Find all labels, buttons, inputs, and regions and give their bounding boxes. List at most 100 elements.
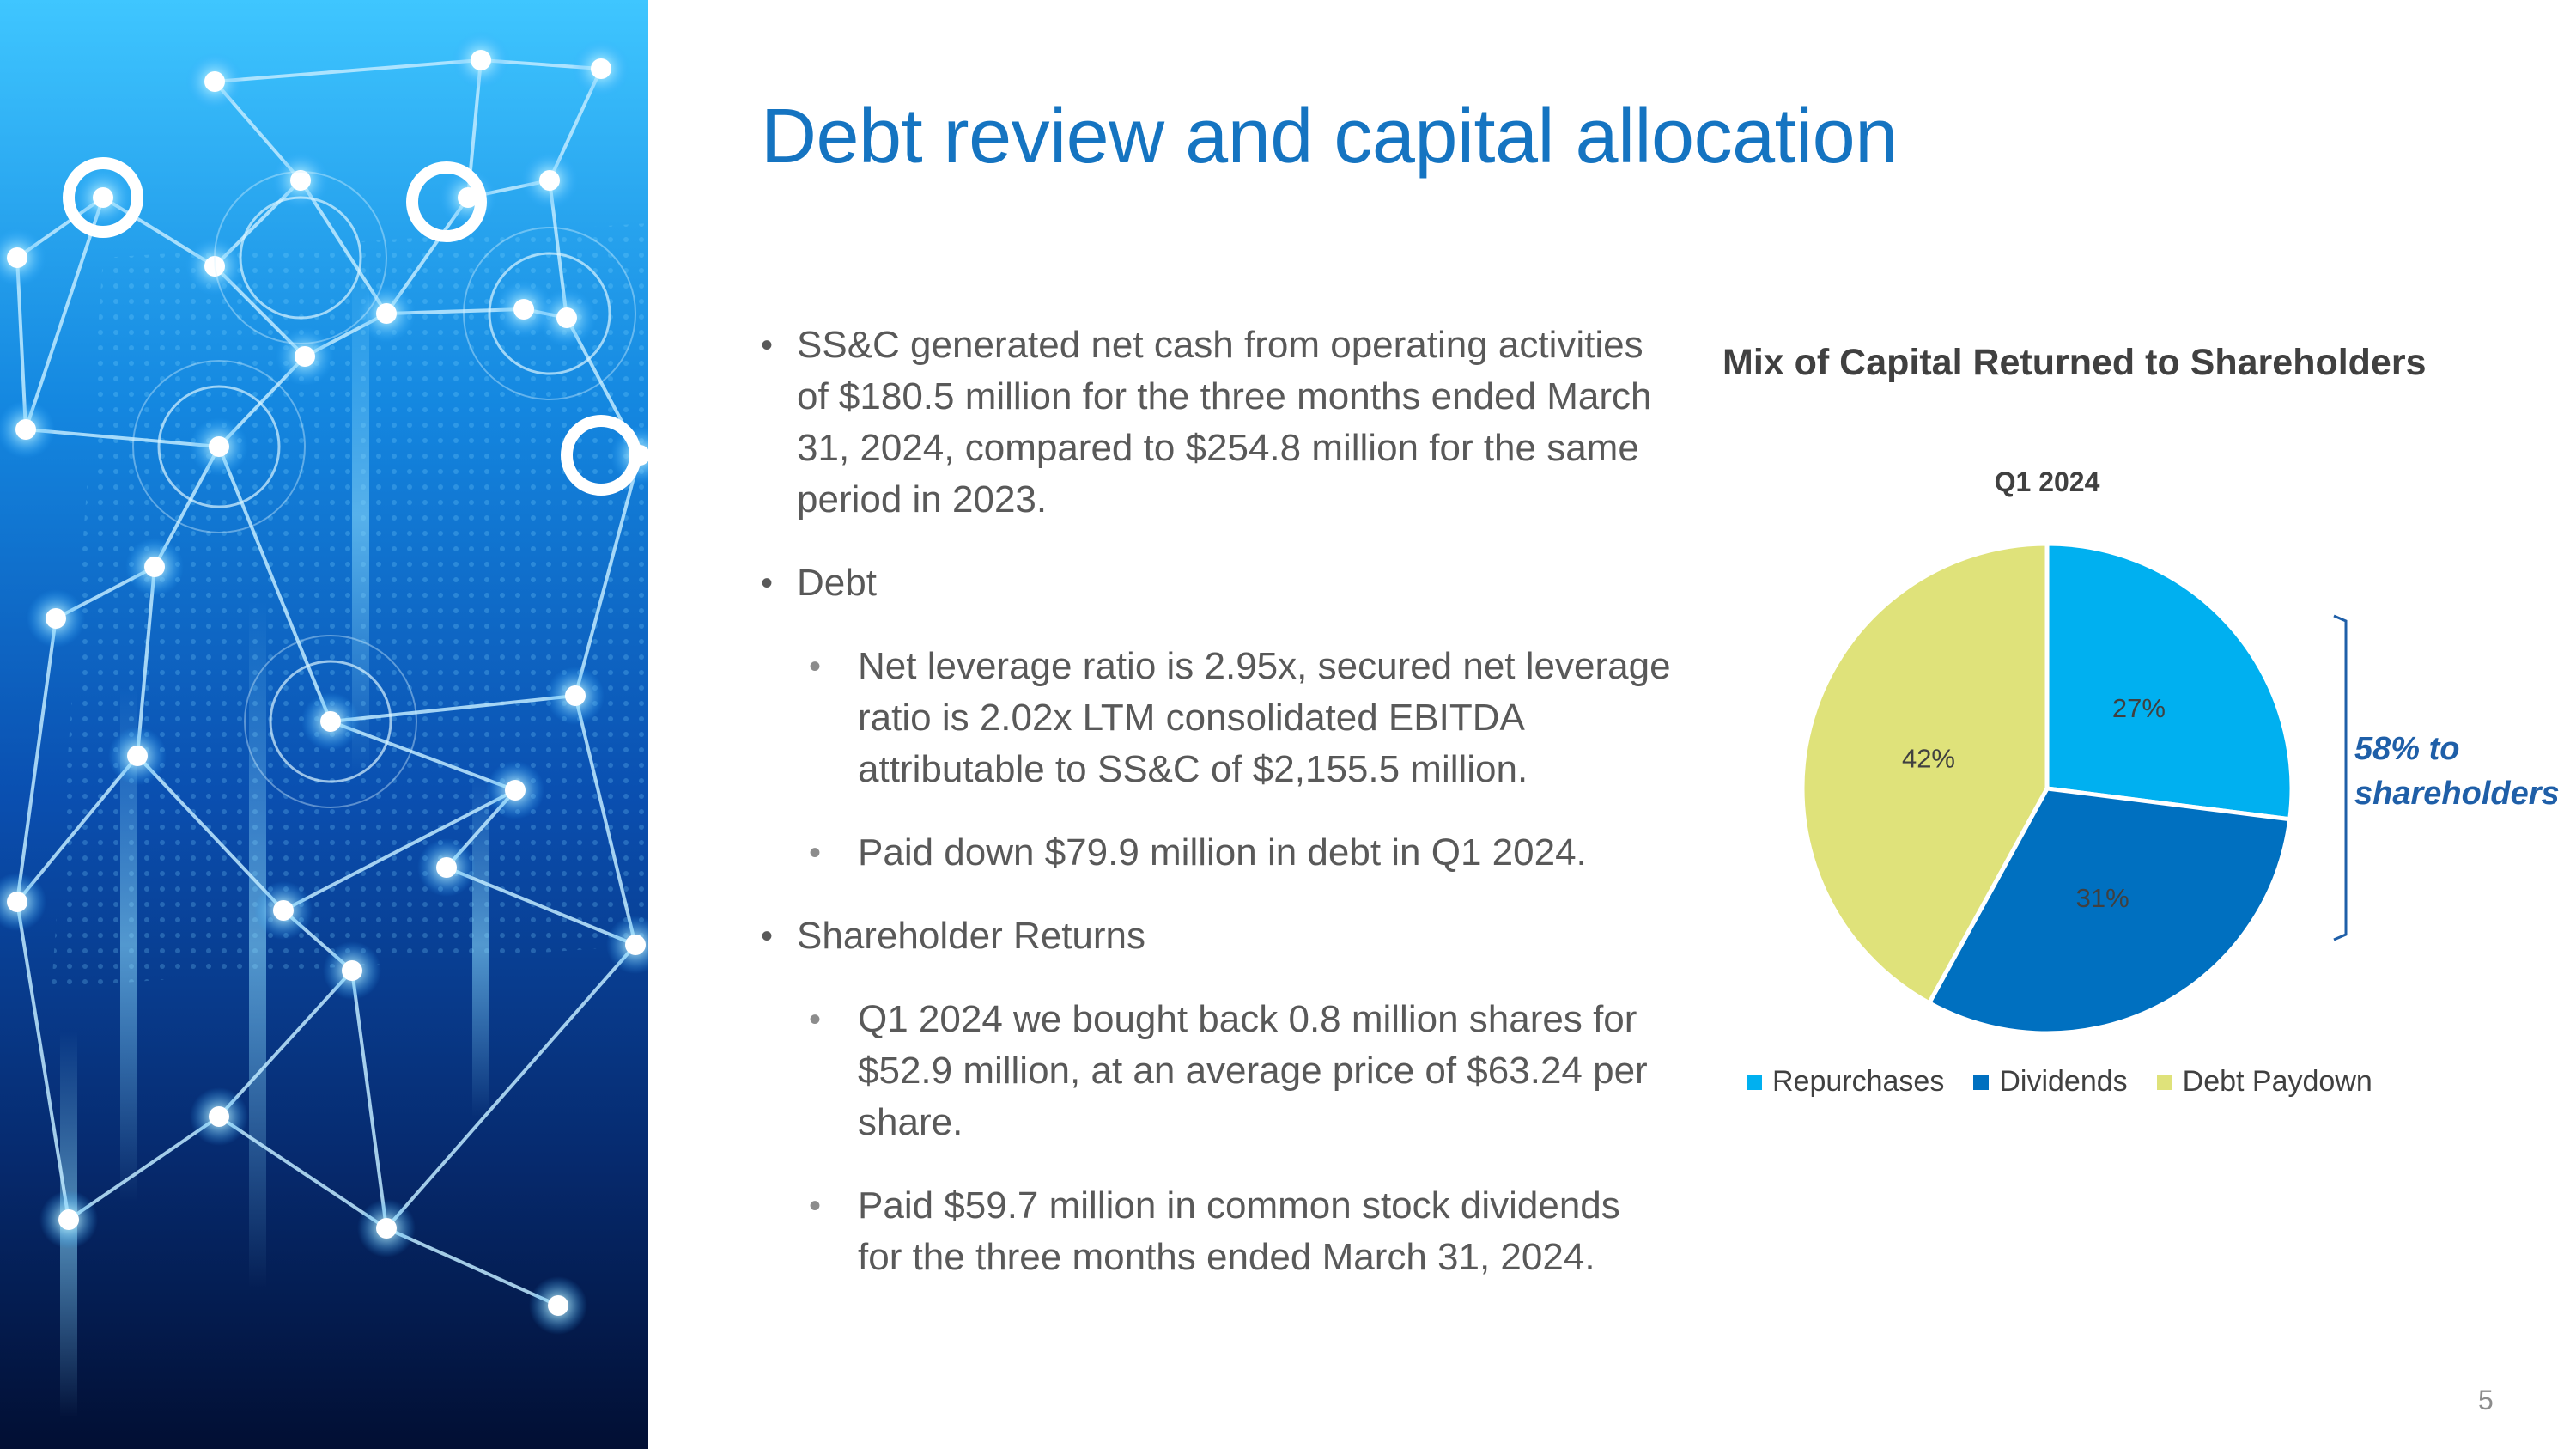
callout-line-2: shareholders [2354, 776, 2560, 812]
light-beam [120, 687, 137, 1202]
network-node [144, 557, 165, 577]
slice-label-repurchases: 27% [2112, 693, 2166, 723]
network-node [548, 1295, 568, 1316]
network-node [505, 780, 526, 801]
network-node [209, 436, 229, 457]
bullet-dot: • [809, 834, 822, 872]
chart-subtitle: Q1 2024 [1995, 466, 2100, 497]
legend-label: Debt Paydown [2182, 1065, 2372, 1098]
network-node [436, 857, 457, 878]
network-edge [283, 788, 516, 912]
page-number: 5 [2478, 1385, 2494, 1416]
legend-item-debt-paydown: Debt Paydown [2156, 1065, 2372, 1099]
network-node [7, 247, 27, 268]
hero-network-image [0, 0, 648, 1449]
network-node [376, 1218, 397, 1239]
network-node [591, 58, 611, 79]
bullet-dot: • [761, 564, 774, 602]
network-edge [386, 1227, 559, 1307]
network-edge [330, 694, 576, 723]
light-beam [249, 601, 266, 1288]
network-edge [217, 1115, 388, 1230]
legend-swatch [1747, 1074, 1762, 1090]
network-node [93, 187, 113, 208]
network-node [565, 685, 586, 706]
network-edge [350, 970, 388, 1229]
network-node [539, 170, 560, 191]
network-node [290, 170, 311, 191]
network-node [513, 299, 534, 320]
legend-label: Dividends [1999, 1065, 2128, 1098]
bullet-text: Net leverage ratio is 2.95x, secured net… [858, 645, 1671, 790]
network-hollow-node [63, 157, 143, 238]
network-node [320, 711, 341, 732]
callout-line-1: 58% to [2354, 731, 2460, 767]
light-beam [352, 258, 369, 773]
legend-swatch [2156, 1074, 2172, 1090]
pie-slice-debt-paydown [1800, 541, 2050, 1007]
legend-swatch [1973, 1074, 1990, 1090]
network-node [204, 71, 225, 92]
slide-title: Debt review and capital allocation [761, 94, 1898, 180]
network-hollow-node [561, 415, 641, 496]
network-ring [244, 635, 417, 808]
network-hollow-node [406, 161, 487, 242]
bullet-dot: • [809, 648, 822, 685]
bullet-dot: • [761, 326, 774, 364]
bullet-net-cash: • SS&C generated net cash from operating … [761, 320, 1671, 526]
network-edge [217, 446, 332, 722]
network-ring [157, 385, 281, 508]
network-edge [330, 720, 516, 792]
slice-label-dividends: 31% [2076, 883, 2129, 913]
network-edge [25, 428, 220, 448]
bullet-debt: • Debt [761, 557, 1671, 609]
network-ring [239, 196, 362, 320]
bullet-dot: • [809, 1187, 822, 1225]
network-node [15, 419, 36, 440]
network-node [458, 187, 478, 208]
bullet-list: • SS&C generated net cash from operating … [761, 320, 1671, 1283]
network-node [58, 1209, 79, 1230]
bullet-text: Shareholder Returns [797, 915, 1146, 957]
network-node [295, 346, 315, 367]
network-node [46, 608, 66, 629]
network-edge [136, 754, 285, 912]
network-edge [15, 754, 139, 904]
network-ring [488, 252, 611, 375]
bracket-line [2333, 614, 2348, 941]
network-node [273, 900, 294, 921]
network-ring [269, 660, 392, 783]
chart-title: Mix of Capital Returned to Shareholders [1722, 342, 2427, 383]
network-ring [463, 227, 636, 400]
light-beam [472, 773, 489, 1117]
network-edge [574, 454, 641, 697]
bullet-debt-paydown: • Paid down $79.9 million in debt in Q1 2… [761, 827, 1671, 879]
network-node [471, 50, 491, 70]
pie-slice-dividends [1926, 786, 2293, 1036]
network-edge [67, 1115, 221, 1221]
legend-item-dividends: Dividends [1973, 1065, 2128, 1099]
bullet-buyback: • Q1 2024 we bought back 0.8 million shar… [761, 994, 1671, 1148]
network-edge [217, 969, 354, 1118]
bullet-text: Paid down $79.9 million in debt in Q1 20… [858, 831, 1587, 874]
network-node [127, 746, 148, 766]
network-edge [214, 58, 482, 83]
slice-label-debt-paydown: 42% [1902, 744, 1955, 774]
network-edge [574, 695, 637, 946]
bullet-dot: • [761, 917, 774, 955]
callout-shareholders: 58% to shareholders [2354, 727, 2560, 816]
network-ring [214, 171, 387, 344]
network-ring [132, 360, 306, 533]
bullet-text: SS&C generated net cash from operating a… [797, 324, 1652, 521]
network-node [209, 1106, 229, 1127]
network-edge [15, 618, 58, 903]
network-node [556, 307, 577, 328]
chart-legend: Repurchases Dividends Debt Paydown [1747, 1065, 2372, 1099]
network-node [342, 960, 362, 981]
bullet-text: Debt [797, 562, 877, 604]
network-illustration [0, 0, 648, 1449]
pie-chart: Q1 2024 27% 31% 42% [1800, 466, 2348, 1036]
network-node [7, 892, 27, 912]
network-node [625, 935, 646, 955]
bullet-shareholder-returns: • Shareholder Returns [761, 910, 1671, 962]
